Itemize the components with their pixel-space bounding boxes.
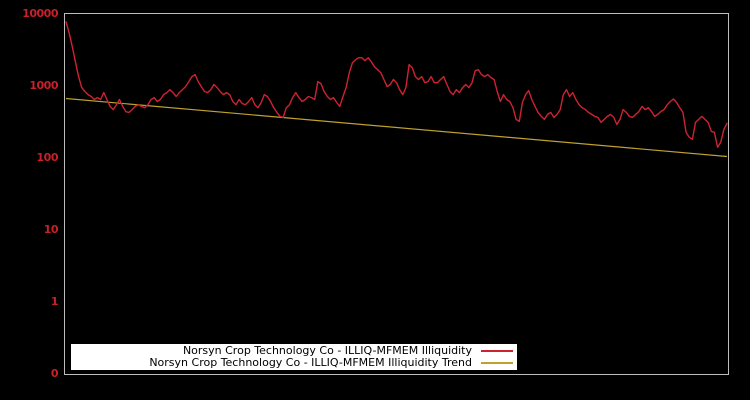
plot-area: Norsyn Crop Technology Co - ILLIQ-MFMEM …	[64, 13, 729, 375]
illiquidity-line	[65, 21, 728, 149]
legend: Norsyn Crop Technology Co - ILLIQ-MFMEM …	[71, 344, 517, 370]
y-tick-label: 1000	[29, 79, 58, 92]
y-tick-label: 10	[43, 223, 59, 236]
y-tick-label: 1	[50, 295, 59, 308]
y-tick-label: 10000	[22, 7, 58, 20]
y-tick-label: 0	[50, 367, 59, 380]
legend-swatch-illiquidity	[481, 350, 513, 352]
trend-line	[65, 97, 728, 158]
legend-label-trend: Norsyn Crop Technology Co - ILLIQ-MFMEM …	[149, 356, 472, 369]
y-axis: 10000 1000 100 10 1 0	[0, 0, 58, 400]
legend-row-illiquidity: Norsyn Crop Technology Co - ILLIQ-MFMEM …	[71, 345, 513, 357]
y-tick-label: 100	[36, 151, 59, 164]
legend-row-trend: Norsyn Crop Technology Co - ILLIQ-MFMEM …	[71, 357, 513, 369]
plot-svg	[65, 21, 728, 158]
legend-label-illiquidity: Norsyn Crop Technology Co - ILLIQ-MFMEM …	[182, 344, 472, 357]
legend-swatch-trend	[481, 362, 513, 364]
